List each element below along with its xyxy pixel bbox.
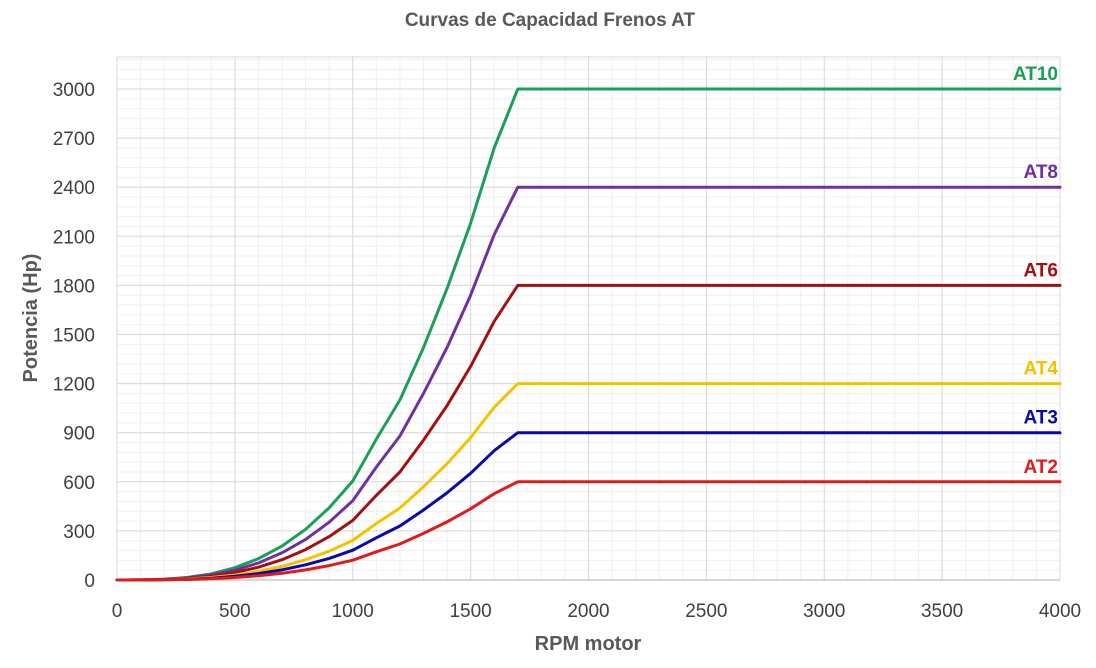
x-axis-label: RPM motor	[535, 633, 642, 655]
y-axis-label: Potencia (Hp)	[20, 254, 42, 383]
x-tick-label: 1000	[332, 601, 374, 622]
series-label-at4: AT4	[1024, 359, 1059, 380]
y-tick-labels: 0 300 600 900 1200 1500 1800 2100 2400 2700 3000	[53, 80, 95, 592]
series-label-at6: AT6	[1024, 260, 1058, 281]
series-label-at3: AT3	[1024, 408, 1058, 429]
y-tick-label: 1200	[53, 375, 95, 396]
y-tick-label: 2700	[53, 129, 95, 150]
series-line-at2	[115, 480, 1062, 582]
chart-title: Curvas de Capacidad Frenos AT	[405, 10, 696, 31]
y-tick-label: 3000	[53, 80, 95, 101]
series-label-at8: AT8	[1024, 162, 1058, 183]
x-tick-label: 0	[112, 601, 123, 622]
y-tick-label: 2100	[53, 227, 95, 248]
series-labels: AT10 AT8 AT6 AT4 AT3 AT2	[1013, 64, 1058, 478]
series-lines	[115, 87, 1062, 582]
series-label-at2: AT2	[1024, 457, 1058, 478]
y-tick-label: 900	[63, 424, 95, 445]
x-tick-label: 500	[219, 601, 251, 622]
x-tick-label: 1500	[449, 601, 491, 622]
x-tick-label: 2500	[685, 601, 727, 622]
y-tick-label: 2400	[53, 178, 95, 199]
series-label-at10: AT10	[1013, 64, 1058, 85]
x-tick-label: 3000	[803, 601, 845, 622]
y-tick-label: 300	[63, 522, 95, 543]
x-tick-label: 3500	[921, 601, 963, 622]
y-tick-label: 1800	[53, 276, 95, 297]
x-tick-labels: 0 500 1000 1500 2000 2500 3000 3500 4000	[112, 601, 1081, 622]
y-tick-label: 0	[84, 571, 95, 592]
x-tick-label: 4000	[1039, 601, 1081, 622]
y-tick-label: 600	[63, 473, 95, 494]
y-tick-label: 1500	[53, 326, 95, 347]
x-tick-label: 2000	[567, 601, 609, 622]
